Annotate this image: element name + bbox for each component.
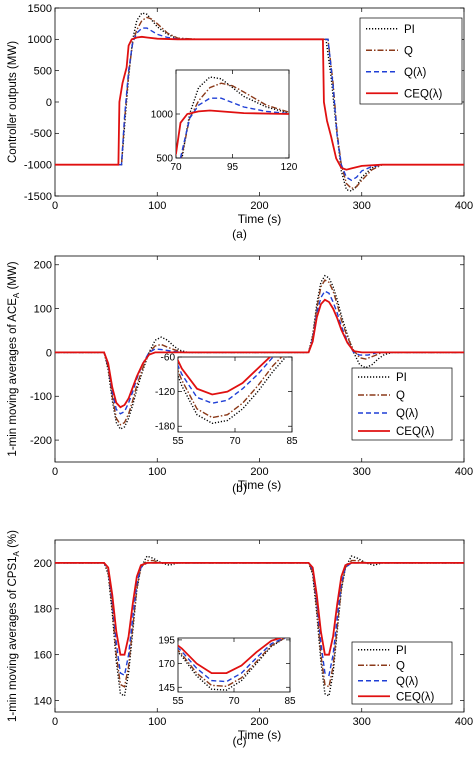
- y-axis-label: 1-min moving averages of CPS1A (%): [7, 530, 21, 722]
- y-tick-label: -1500: [24, 191, 52, 203]
- x-axis-label: Time (s): [238, 478, 282, 492]
- legend-label: PI: [404, 24, 415, 36]
- x-tick-label: 95: [227, 162, 239, 173]
- series-line-q1-inset: [178, 357, 275, 404]
- x-tick-label: 85: [284, 696, 296, 707]
- y-tick-label: 500: [34, 66, 52, 78]
- y-tick-label: 195: [158, 635, 175, 646]
- y-tick-label: 140: [34, 695, 52, 707]
- x-tick-label: 100: [148, 200, 166, 212]
- x-tick-label: 200: [250, 466, 268, 478]
- series-line-ceq2: [55, 562, 464, 656]
- series-line-q2-inset: [178, 638, 286, 683]
- x-tick-label: 0: [52, 466, 58, 478]
- series-line-q2-inset: [178, 638, 287, 688]
- panel-caption: (c): [233, 734, 247, 748]
- legend-label: Q: [404, 45, 413, 57]
- y-tick-label: 1500: [28, 3, 52, 15]
- series-line-ceq0: [55, 35, 464, 171]
- legend-box: [351, 367, 453, 441]
- x-tick-label: 200: [250, 200, 268, 212]
- legend-label: Q(λ): [396, 408, 419, 420]
- legend-label: CEQ(λ): [396, 691, 435, 703]
- y-tick-label: 200: [34, 260, 52, 272]
- x-tick-label: 100: [148, 466, 166, 478]
- legend-label: Q(λ): [404, 67, 427, 79]
- legend-label: CEQ(λ): [396, 426, 435, 438]
- y-tick-label: 100: [34, 303, 52, 315]
- y-axis-label: Controller outputs (MW): [7, 41, 19, 163]
- y-tick-label: 170: [158, 659, 175, 670]
- series-line-ceq2-inset: [178, 638, 284, 674]
- y-tick-label: -60: [161, 353, 176, 364]
- y-tick-label: 500: [156, 154, 173, 165]
- x-tick-label: 70: [170, 162, 182, 173]
- legend-label: Q: [396, 660, 405, 672]
- y-tick-label: 0: [46, 97, 52, 109]
- x-tick-label: 55: [172, 436, 184, 447]
- x-tick-label: 120: [281, 162, 298, 173]
- x-tick-label: 0: [52, 200, 58, 212]
- legend-label: Q: [396, 390, 405, 402]
- x-tick-label: 400: [455, 716, 473, 728]
- y-tick-label: 1000: [28, 34, 52, 46]
- x-tick-label: 300: [353, 716, 371, 728]
- panel-caption: (a): [232, 227, 247, 241]
- y-tick-label: 200: [34, 558, 52, 570]
- y-tick-label: 0: [46, 347, 52, 359]
- legend-label: PI: [396, 372, 407, 384]
- inset-frame: [177, 637, 291, 693]
- series-line-ceq1-inset: [178, 357, 272, 396]
- y-tick-label: 1000: [151, 110, 174, 121]
- y-tick-label: -120: [155, 387, 175, 398]
- x-tick-label: 200: [250, 716, 268, 728]
- panel-a: 0 100 200 300 400 -1500 -1000 -500 0 500 1000 1500 T…: [7, 3, 473, 241]
- series-line-ceq1: [55, 298, 464, 409]
- series-line-q2: [55, 559, 464, 688]
- y-axis-label: 1-min moving averages of ACEA (MW): [7, 261, 21, 456]
- x-tick-label: 100: [148, 716, 166, 728]
- series-line-pi1-inset: [178, 357, 287, 425]
- legend-label: CEQ(λ): [404, 88, 443, 100]
- y-tick-label: 180: [34, 604, 52, 616]
- y-tick-label: -100: [30, 391, 52, 403]
- x-axis-label: Time (s): [238, 728, 282, 742]
- legend-label: PI: [396, 645, 407, 657]
- series-line-q0: [55, 16, 464, 190]
- panel-caption: (b): [232, 481, 247, 495]
- y-tick-label: -180: [155, 422, 175, 433]
- x-tick-label: 0: [52, 716, 58, 728]
- x-tick-label: 55: [172, 696, 184, 707]
- x-tick-label: 70: [228, 696, 240, 707]
- y-tick-label: -500: [30, 128, 52, 140]
- x-tick-label: 300: [353, 466, 371, 478]
- x-tick-label: 85: [286, 436, 298, 447]
- legend-box: [351, 641, 453, 705]
- x-tick-label: 400: [455, 200, 473, 212]
- x-tick-label: 300: [353, 200, 371, 212]
- x-tick-label: 400: [455, 466, 473, 478]
- x-axis-label: Time (s): [238, 212, 282, 226]
- series-line-q0-inset: [179, 97, 289, 158]
- x-tick-label: 70: [229, 436, 241, 447]
- y-tick-label: -200: [30, 435, 52, 447]
- y-tick-label: 160: [34, 650, 52, 662]
- legend-label: Q(λ): [396, 676, 419, 688]
- y-tick-label: -1000: [24, 160, 52, 172]
- y-tick-label: 145: [158, 683, 175, 694]
- legend-box: [359, 17, 463, 105]
